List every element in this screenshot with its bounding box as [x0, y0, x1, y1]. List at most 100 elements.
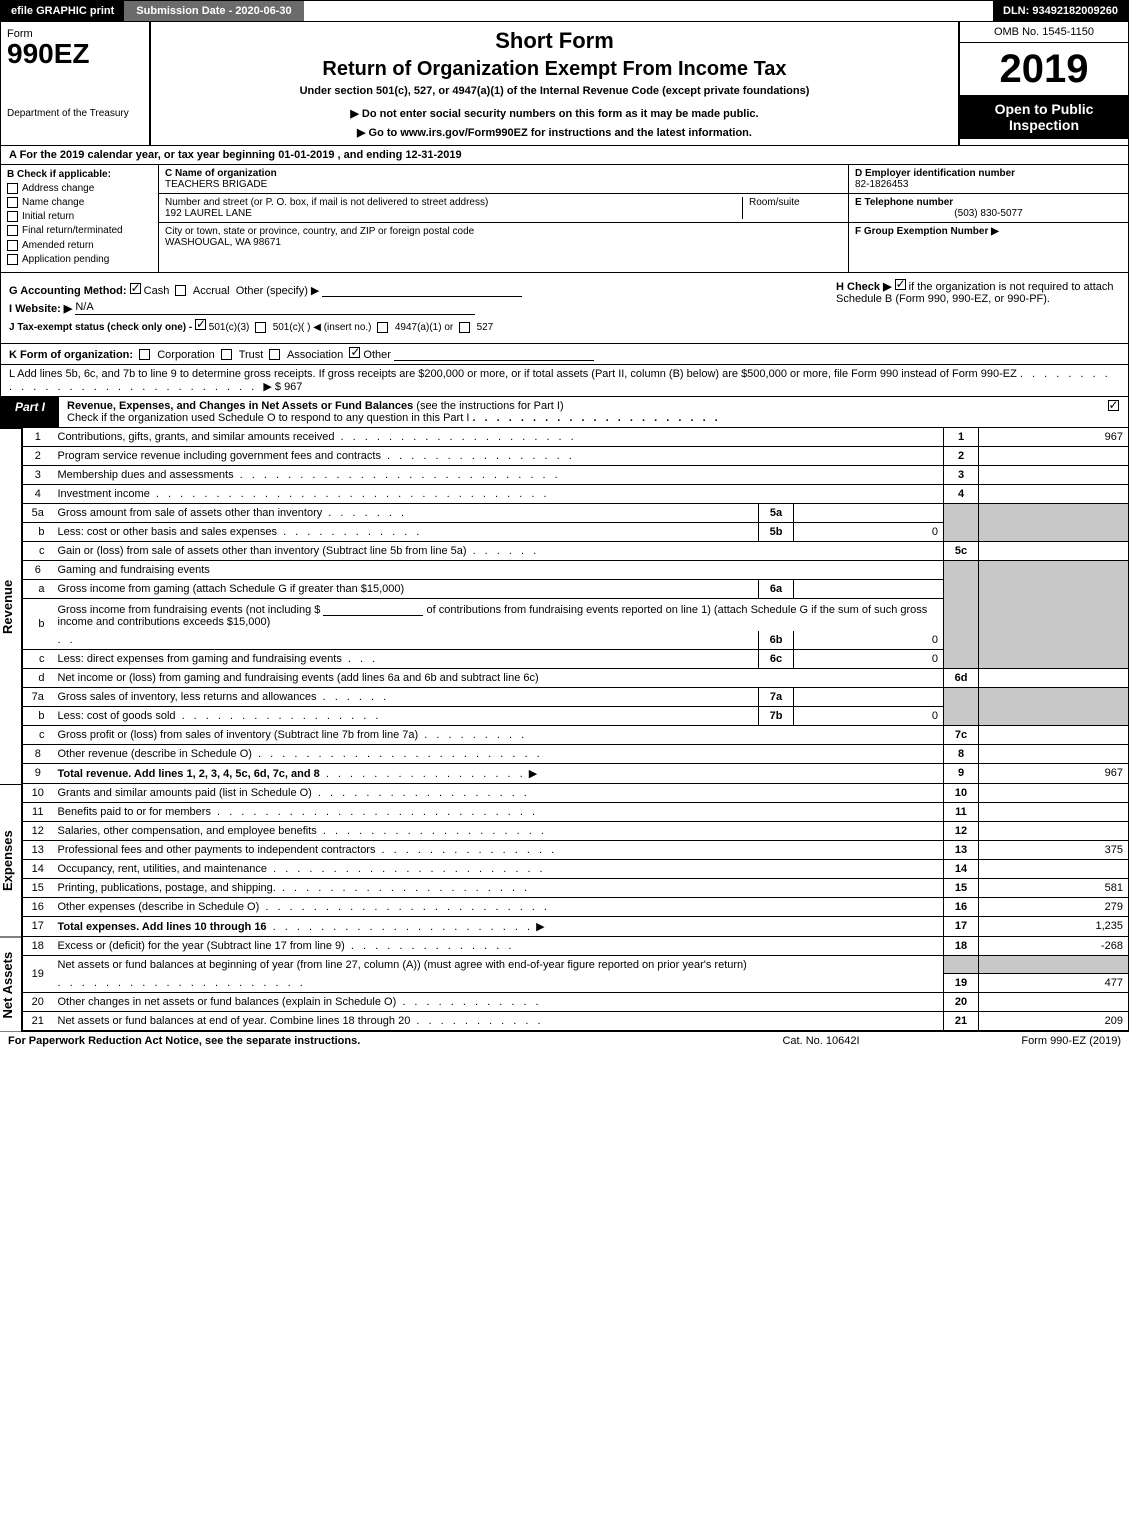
name-change-label: Name change	[22, 197, 84, 208]
table-row: 4 Investment income . . . . . . . . . . …	[23, 484, 1129, 503]
other-org-checkbox[interactable]	[349, 347, 360, 358]
line-9-no: 9	[23, 763, 53, 783]
line-7b-no: b	[23, 706, 53, 725]
table-row: 13 Professional fees and other payments …	[23, 840, 1129, 859]
accrual-checkbox[interactable]	[175, 285, 186, 296]
line-10-no: 10	[23, 784, 53, 803]
line-20-desc: Other changes in net assets or fund bala…	[58, 996, 397, 1008]
ssn-notice: ▶ Do not enter social security numbers o…	[161, 107, 948, 120]
h-check-label: H Check ▶	[836, 281, 892, 293]
address-change-checkbox[interactable]	[7, 183, 18, 194]
table-row: 11 Benefits paid to or for members . . .…	[23, 802, 1129, 821]
table-row: 16 Other expenses (describe in Schedule …	[23, 897, 1129, 916]
line-15-val: 581	[979, 878, 1129, 897]
k-line: K Form of organization: Corporation Trus…	[0, 344, 1129, 365]
final-return-checkbox[interactable]	[7, 225, 18, 236]
assoc-checkbox[interactable]	[269, 349, 280, 360]
j-status-label: J Tax-exempt status (check only one) -	[9, 322, 192, 333]
footer: For Paperwork Reduction Act Notice, see …	[0, 1031, 1129, 1050]
trust-checkbox[interactable]	[221, 349, 232, 360]
schedule-o-checkbox[interactable]	[1108, 400, 1119, 411]
501c-checkbox[interactable]	[255, 322, 266, 333]
line-16-desc: Other expenses (describe in Schedule O)	[58, 901, 260, 913]
line-16-col: 16	[944, 897, 979, 916]
line-9-desc: Total revenue. Add lines 1, 2, 3, 4, 5c,…	[58, 768, 320, 780]
line-6a-mini: 6a	[759, 579, 794, 598]
line-12-desc: Salaries, other compensation, and employ…	[58, 825, 317, 837]
line-6b-no: b	[23, 598, 53, 649]
line-6b-contrib-input[interactable]	[323, 602, 423, 616]
goto-notice: ▶ Go to www.irs.gov/Form990EZ for instru…	[161, 126, 948, 139]
street-address: 192 LAUREL LANE	[165, 208, 742, 219]
final-return-label: Final return/terminated	[22, 226, 123, 237]
tax-year-line: A For the 2019 calendar year, or tax yea…	[0, 146, 1129, 165]
netassets-table: 18 Excess or (deficit) for the year (Sub…	[22, 937, 1129, 1032]
line-3-col: 3	[944, 465, 979, 484]
501c-label: 501(c)( ) ◀ (insert no.)	[273, 322, 372, 333]
line-18-val: -268	[979, 937, 1129, 956]
name-change-checkbox[interactable]	[7, 197, 18, 208]
cash-checkbox[interactable]	[130, 283, 141, 294]
amended-return-checkbox[interactable]	[7, 240, 18, 251]
line-7a-desc: Gross sales of inventory, less returns a…	[58, 691, 317, 703]
line-3-desc: Membership dues and assessments	[58, 469, 234, 481]
ein-value: 82-1826453	[855, 179, 1122, 190]
line-12-col: 12	[944, 821, 979, 840]
527-checkbox[interactable]	[459, 322, 470, 333]
table-row: 10 Grants and similar amounts paid (list…	[23, 784, 1129, 803]
line-16-val: 279	[979, 897, 1129, 916]
h-checkbox[interactable]	[895, 279, 906, 290]
line-7b-desc: Less: cost of goods sold	[58, 710, 176, 722]
line-18-col: 18	[944, 937, 979, 956]
527-label: 527	[477, 322, 494, 333]
part1-title: Revenue, Expenses, and Changes in Net As…	[67, 400, 413, 412]
line-19-val: 477	[979, 974, 1129, 993]
line-8-desc: Other revenue (describe in Schedule O)	[58, 748, 252, 760]
line-18-no: 18	[23, 937, 53, 956]
line-6b-desc1: Gross income from fundraising events (no…	[58, 604, 321, 616]
part1-sub: (see the instructions for Part I)	[416, 400, 563, 412]
table-row: 2 Program service revenue including gove…	[23, 446, 1129, 465]
line-17-col: 17	[944, 916, 979, 936]
other-method-input[interactable]	[322, 283, 522, 297]
line-6c-mini: 6c	[759, 649, 794, 668]
form-number: 990EZ	[7, 40, 143, 68]
line-7a-mval	[794, 687, 944, 706]
topbar: efile GRAPHIC print Submission Date - 20…	[0, 0, 1129, 22]
4947-checkbox[interactable]	[377, 322, 388, 333]
table-row: 20 Other changes in net assets or fund b…	[23, 993, 1129, 1012]
line-20-val	[979, 993, 1129, 1012]
initial-return-label: Initial return	[22, 211, 74, 222]
corp-checkbox[interactable]	[139, 349, 150, 360]
line-6d-no: d	[23, 668, 53, 687]
under-section: Under section 501(c), 527, or 4947(a)(1)…	[161, 85, 948, 97]
cash-label: Cash	[144, 285, 170, 297]
line-3-val	[979, 465, 1129, 484]
i-website-label: I Website: ▶	[9, 303, 72, 315]
line-7c-no: c	[23, 725, 53, 744]
application-pending-checkbox[interactable]	[7, 254, 18, 265]
omb-number: OMB No. 1545-1150	[960, 22, 1128, 43]
application-pending-label: Application pending	[22, 254, 109, 265]
line-19-col: 19	[944, 974, 979, 993]
line-12-no: 12	[23, 821, 53, 840]
line-6a-no: a	[23, 579, 53, 598]
line-21-val: 209	[979, 1012, 1129, 1031]
501c3-checkbox[interactable]	[195, 319, 206, 330]
line-1-desc: Contributions, gifts, grants, and simila…	[58, 431, 335, 443]
table-row: 15 Printing, publications, postage, and …	[23, 878, 1129, 897]
other-org-input[interactable]	[394, 347, 594, 361]
phone-value: (503) 830-5077	[855, 208, 1122, 219]
line-6c-no: c	[23, 649, 53, 668]
line-2-val	[979, 446, 1129, 465]
efile-print-button[interactable]: efile GRAPHIC print	[1, 1, 124, 21]
initial-return-checkbox[interactable]	[7, 211, 18, 222]
table-row: 18 Excess or (deficit) for the year (Sub…	[23, 937, 1129, 956]
paperwork-notice: For Paperwork Reduction Act Notice, see …	[8, 1035, 721, 1047]
line-13-no: 13	[23, 840, 53, 859]
website-value: N/A	[75, 301, 475, 315]
line-15-no: 15	[23, 878, 53, 897]
line-5a-desc: Gross amount from sale of assets other t…	[58, 507, 323, 519]
line-7b-mini: 7b	[759, 706, 794, 725]
table-row: 5a Gross amount from sale of assets othe…	[23, 503, 1129, 522]
